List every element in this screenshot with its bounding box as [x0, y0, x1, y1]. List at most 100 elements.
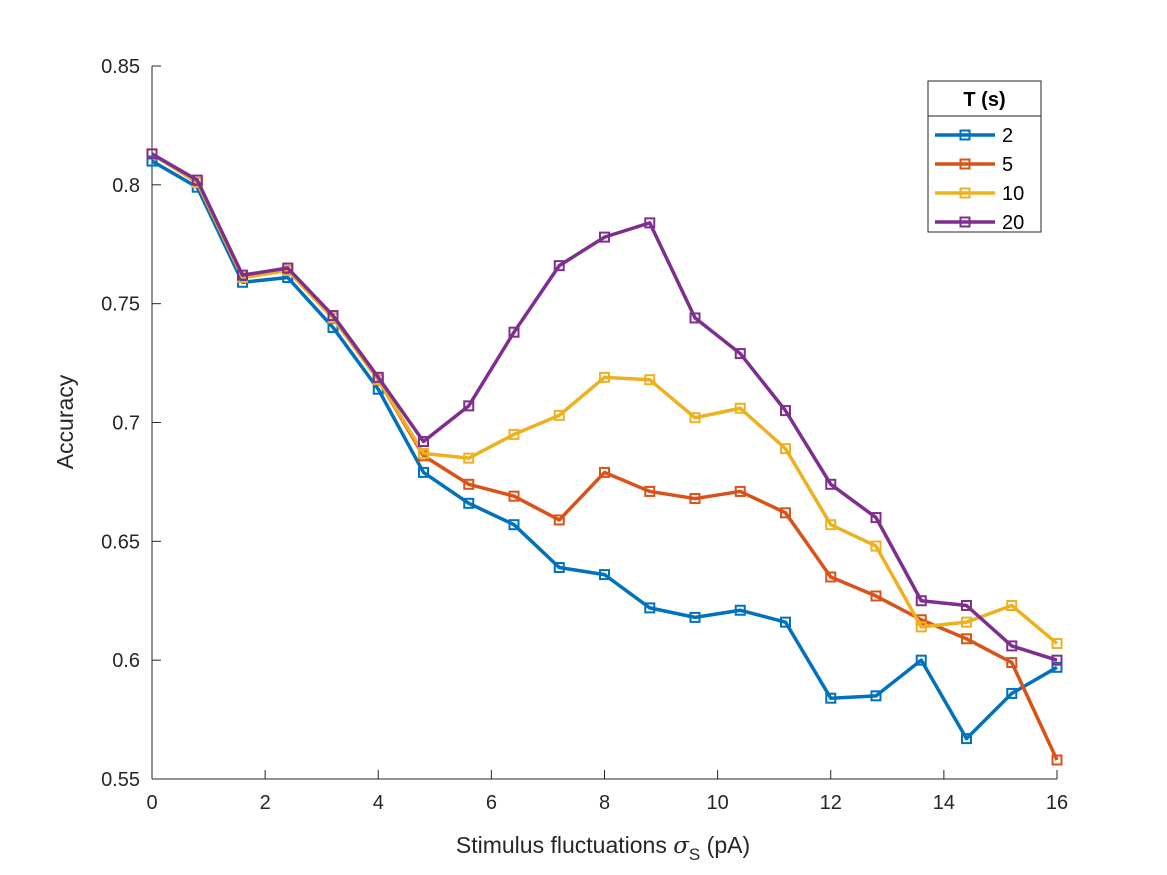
- data-point: [780, 405, 791, 417]
- series-line: [151, 152, 1058, 662]
- data-point: [508, 428, 520, 440]
- data-point: [372, 371, 384, 383]
- data-point: [418, 466, 429, 478]
- legend-entry-5: 5: [935, 154, 1013, 176]
- data-point: [599, 231, 610, 243]
- x-tick-label: 14: [933, 792, 955, 814]
- data-point: [599, 371, 610, 383]
- data-point: [1006, 600, 1018, 612]
- data-point: [463, 497, 475, 509]
- data-point: [734, 604, 746, 616]
- data-point: [870, 512, 882, 524]
- data-point: [825, 692, 837, 704]
- x-tick-label: 16: [1046, 792, 1068, 814]
- y-tick-label: 0.8: [112, 175, 140, 197]
- legend-label: 20: [1002, 212, 1024, 234]
- x-axis-label-subscript: S: [689, 845, 700, 864]
- series-line: [151, 152, 1059, 761]
- data-point: [689, 412, 701, 424]
- legend-swatch-marker: [959, 187, 971, 199]
- data-point: [780, 507, 791, 519]
- x-tick-label: 2: [260, 792, 271, 814]
- legend-label: 2: [1002, 125, 1013, 147]
- y-tick-label: 0.85: [101, 56, 140, 78]
- data-point: [780, 616, 791, 628]
- data-point: [644, 374, 656, 386]
- data-point: [825, 571, 837, 583]
- series-line: [151, 159, 1058, 741]
- axes: 0 2 4 6 8 10 12 14 16 0.55 0.6 0.65 0.7 0.75 0.8 0.85: [101, 56, 1068, 814]
- data-point: [734, 402, 746, 414]
- y-tick-label: 0.7: [112, 413, 140, 435]
- data-point: [780, 443, 791, 455]
- data-point: [961, 633, 972, 645]
- data-point: [1051, 661, 1063, 673]
- data-point: [915, 595, 927, 607]
- data-point: [961, 733, 972, 745]
- data-point: [1051, 654, 1063, 666]
- data-point: [418, 436, 429, 448]
- data-point: [191, 174, 203, 186]
- data-point: [1006, 640, 1018, 652]
- data-point: [870, 590, 882, 602]
- x-tick-label: 12: [820, 792, 842, 814]
- data-point: [599, 466, 610, 478]
- data-point: [146, 155, 158, 167]
- data-point: [689, 312, 701, 324]
- data-point: [1006, 687, 1018, 699]
- legend-swatch-marker: [959, 129, 971, 141]
- legend-entry-20: 20: [935, 212, 1024, 234]
- data-point: [689, 493, 701, 505]
- legend-swatch-marker: [959, 158, 971, 170]
- data-point: [553, 514, 565, 526]
- legend: T (s) 2 5 10 20: [927, 80, 1042, 234]
- data-point: [825, 478, 837, 490]
- data-point: [644, 602, 656, 614]
- data-point: [1051, 638, 1063, 650]
- data-point: [327, 310, 339, 322]
- data-point: [282, 262, 294, 274]
- data-point: [237, 269, 248, 281]
- x-axis-label-suffix: (pA): [700, 832, 750, 858]
- data-point: [870, 690, 882, 702]
- data-point: [508, 326, 520, 338]
- y-tick-label: 0.65: [101, 531, 140, 553]
- series-layer: [146, 148, 1063, 766]
- series-20: [146, 148, 1063, 666]
- data-point: [644, 485, 656, 497]
- data-point: [915, 654, 927, 666]
- data-point: [463, 452, 475, 464]
- legend-title: T (s): [963, 89, 1005, 111]
- x-axis-label: Stimulus fluctuations σS (pA): [456, 832, 750, 864]
- data-point: [463, 400, 475, 412]
- data-point: [961, 616, 972, 628]
- y-tick-label: 0.55: [101, 769, 140, 791]
- data-point: [418, 447, 429, 459]
- x-axis-label-prefix: Stimulus fluctuations: [456, 832, 673, 858]
- data-point: [599, 569, 610, 581]
- x-tick-label: 8: [599, 792, 610, 814]
- data-point: [553, 409, 565, 421]
- data-point: [734, 485, 746, 497]
- legend-label: 10: [1002, 183, 1024, 205]
- data-point: [689, 611, 701, 623]
- data-point: [825, 519, 837, 531]
- data-point: [870, 540, 882, 552]
- x-tick-label: 6: [486, 792, 497, 814]
- y-tick-label: 0.6: [112, 650, 140, 672]
- x-tick-label: 4: [373, 792, 384, 814]
- data-point: [1051, 754, 1063, 766]
- x-tick-label: 10: [707, 792, 729, 814]
- data-point: [553, 561, 565, 573]
- legend-box: [927, 80, 1042, 233]
- y-axis-label: Accuracy: [52, 374, 78, 469]
- x-axis-label-symbol: σ: [673, 833, 690, 859]
- legend-label: 5: [1002, 154, 1013, 176]
- x-tick-label: 0: [146, 792, 157, 814]
- data-point: [463, 478, 475, 490]
- legend-entries: 2 5 10 20: [935, 125, 1024, 234]
- legend-swatch-marker: [959, 216, 971, 228]
- data-point: [1006, 657, 1018, 669]
- series-2: [146, 155, 1063, 745]
